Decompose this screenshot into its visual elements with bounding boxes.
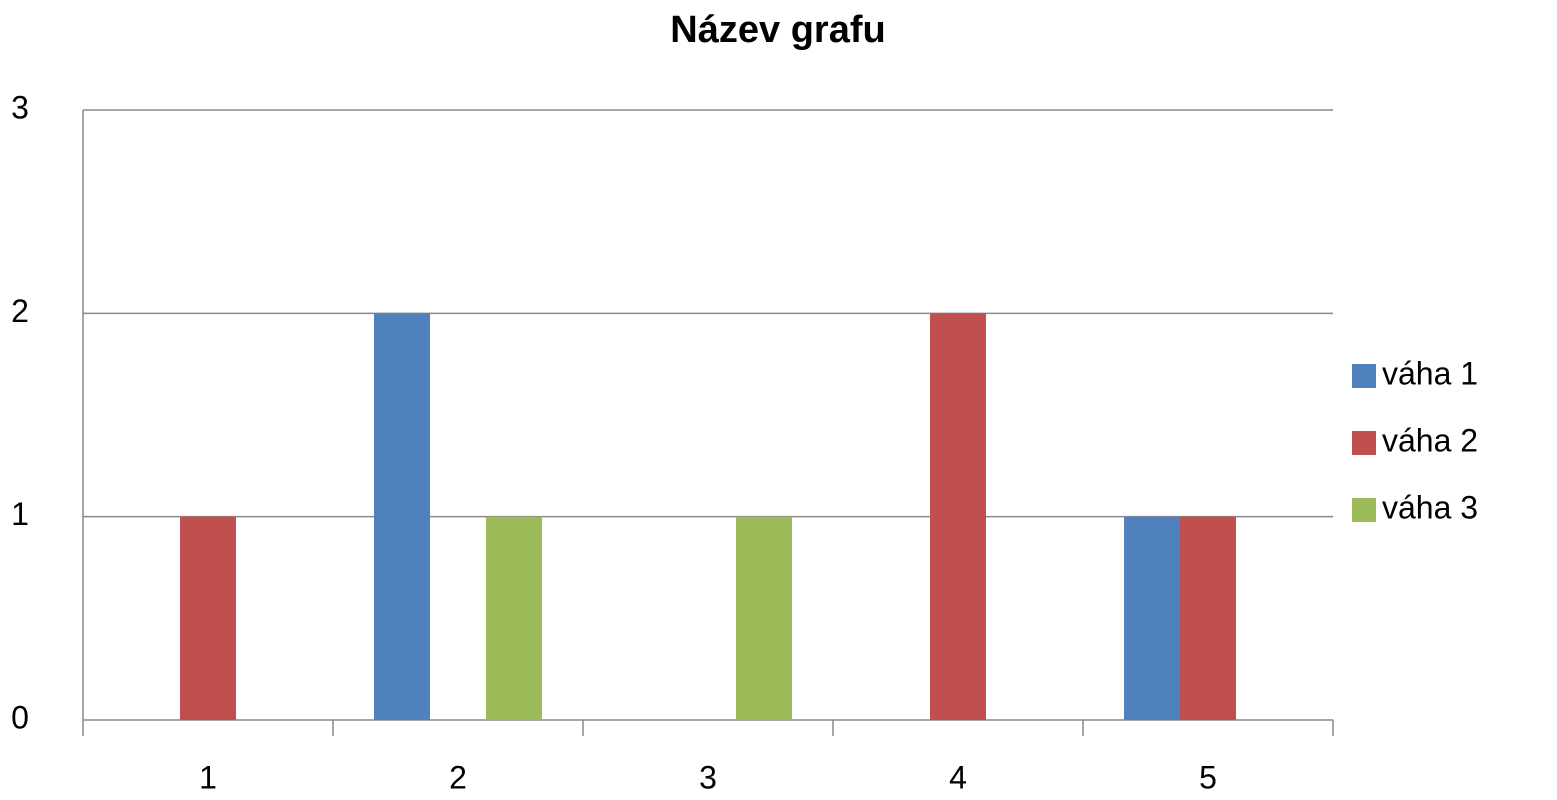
chart-title: Název grafu [670,9,885,51]
legend-swatch [1352,364,1376,388]
x-tick-label: 5 [1199,759,1217,795]
legend-swatch [1352,431,1376,455]
x-tick-label: 2 [449,759,467,795]
bar [1124,516,1180,720]
x-tick-label: 1 [199,759,217,795]
legend-swatch [1352,498,1376,522]
x-tick-label: 4 [949,759,967,795]
legend-label: váha 2 [1382,422,1478,458]
legend-label: váha 1 [1382,355,1478,391]
bar [930,313,986,720]
y-tick-label: 2 [11,293,29,329]
bar [736,516,792,720]
bar [180,516,236,720]
y-tick-label: 3 [11,89,29,125]
y-tick-label: 0 [11,699,29,735]
legend-label: váha 3 [1382,489,1478,525]
y-tick-label: 1 [11,496,29,532]
bar [374,313,430,720]
bar [1180,516,1236,720]
bar [486,516,542,720]
x-tick-label: 3 [699,759,717,795]
